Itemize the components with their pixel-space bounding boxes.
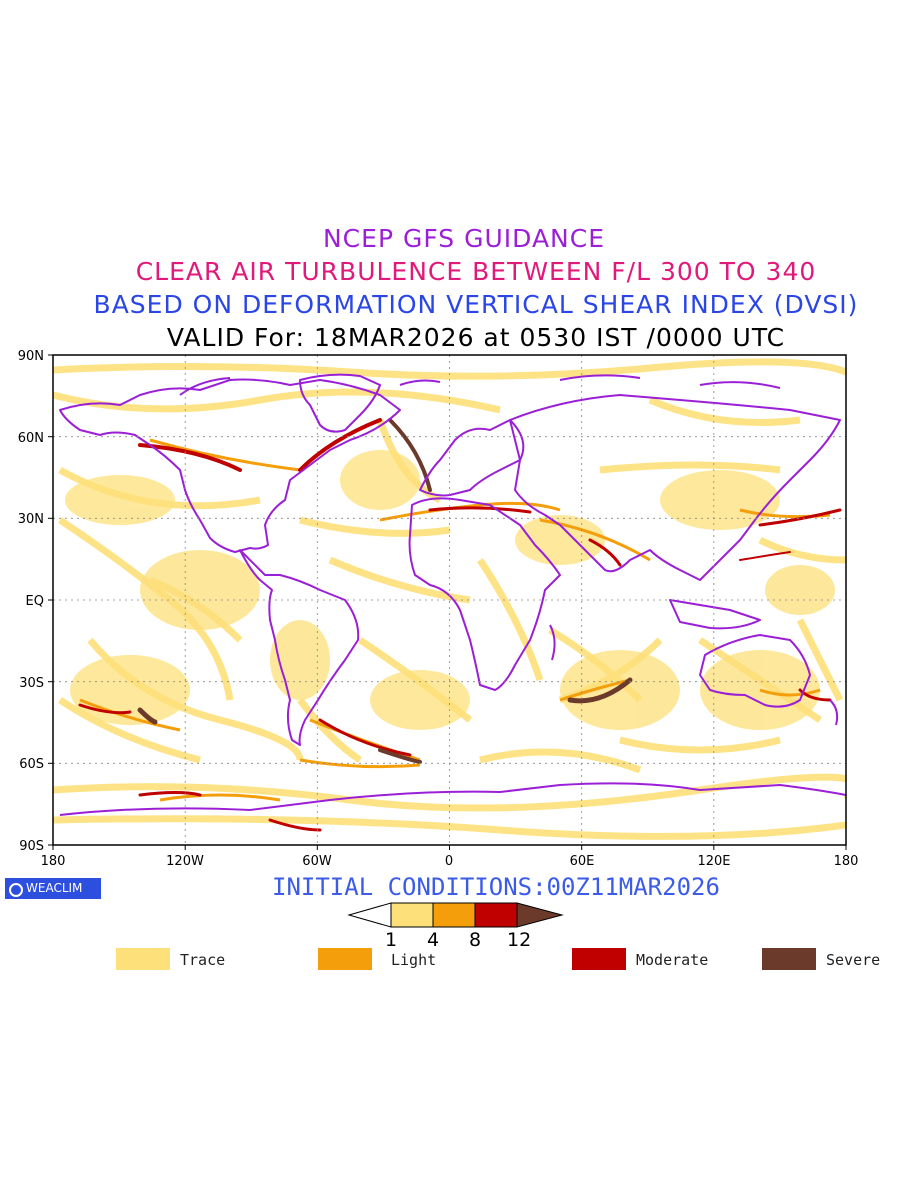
colorbar-segment-below <box>347 902 392 928</box>
legend-label: Moderate <box>636 951 709 969</box>
lon-label: 0 <box>445 854 453 869</box>
australia-outline <box>699 634 811 708</box>
title-line-4: VALID For: 18MAR2026 at 0530 IST /0000 U… <box>166 323 786 352</box>
moderate-areas <box>78 418 842 832</box>
colorbar-segment-severe <box>516 902 564 928</box>
madagascar-outline <box>549 624 556 661</box>
colorbar <box>347 902 564 928</box>
colorbar-tick-label: 12 <box>507 929 532 951</box>
legend-label: Trace <box>180 951 226 969</box>
africa-outline <box>408 497 561 691</box>
lon-label: 60W <box>302 854 332 869</box>
indonesia-outline <box>669 599 761 630</box>
legend-swatch <box>762 948 816 970</box>
legend-swatch <box>116 948 170 970</box>
europe-outline <box>419 419 525 497</box>
lon-label: 120W <box>166 854 204 869</box>
arctic-islands-outline <box>179 374 781 396</box>
title-line-1: NCEP GFS GUIDANCE <box>322 224 605 253</box>
lon-label: 180 <box>834 854 859 869</box>
south-america-outline <box>239 549 360 746</box>
lat-label: 60N <box>18 431 44 446</box>
weaclim-logo: WEACLIM <box>5 878 101 899</box>
greenland-outline <box>299 373 381 433</box>
lat-label: EQ <box>26 594 44 609</box>
lat-label: 90N <box>18 349 44 364</box>
title-line-2: CLEAR AIR TURBULENCE BETWEEN F/L 300 TO … <box>135 257 817 286</box>
legend-swatch <box>572 948 626 970</box>
initial-conditions: INITIAL CONDITIONS:00Z11MAR2026 <box>272 873 720 901</box>
antarctica-outline <box>59 782 846 816</box>
lat-label: 90S <box>19 839 44 854</box>
lat-label: 30S <box>19 676 44 691</box>
map-area <box>53 355 846 845</box>
lon-label: 180 <box>41 854 66 869</box>
lon-label: 60E <box>570 854 595 869</box>
colorbar-tick-label: 1 <box>385 929 398 951</box>
lon-label: 120E <box>697 854 730 869</box>
colorbar-segment-moderate <box>474 902 518 928</box>
north-america-outline <box>59 378 401 553</box>
logo-text: WEACLIM <box>26 881 83 895</box>
legend-swatch <box>318 948 372 970</box>
lat-label: 30N <box>18 512 44 527</box>
legend-label: Light <box>391 951 437 969</box>
legend-label: Severe <box>826 951 881 969</box>
lat-labels: 90N 60N 30N EQ 30S 60S 90S <box>18 349 44 854</box>
title-line-3: BASED ON DEFORMATION VERTICAL SHEAR INDE… <box>93 290 859 319</box>
asia-outline <box>509 394 841 581</box>
axis-ticks <box>48 354 847 850</box>
lon-labels: 180 120W 60W 0 60E 120E 180 <box>41 854 859 869</box>
circle-logo-icon <box>9 883 23 897</box>
graticule <box>53 355 846 845</box>
lat-label: 60S <box>19 757 44 772</box>
coastlines <box>59 373 846 816</box>
colorbar-segment-light <box>432 902 476 928</box>
colorbar-segment-trace <box>390 902 434 928</box>
new-zealand-outline <box>829 699 839 726</box>
colorbar-tick-label: 8 <box>469 929 482 951</box>
colorbar-tick-label: 4 <box>427 929 440 951</box>
